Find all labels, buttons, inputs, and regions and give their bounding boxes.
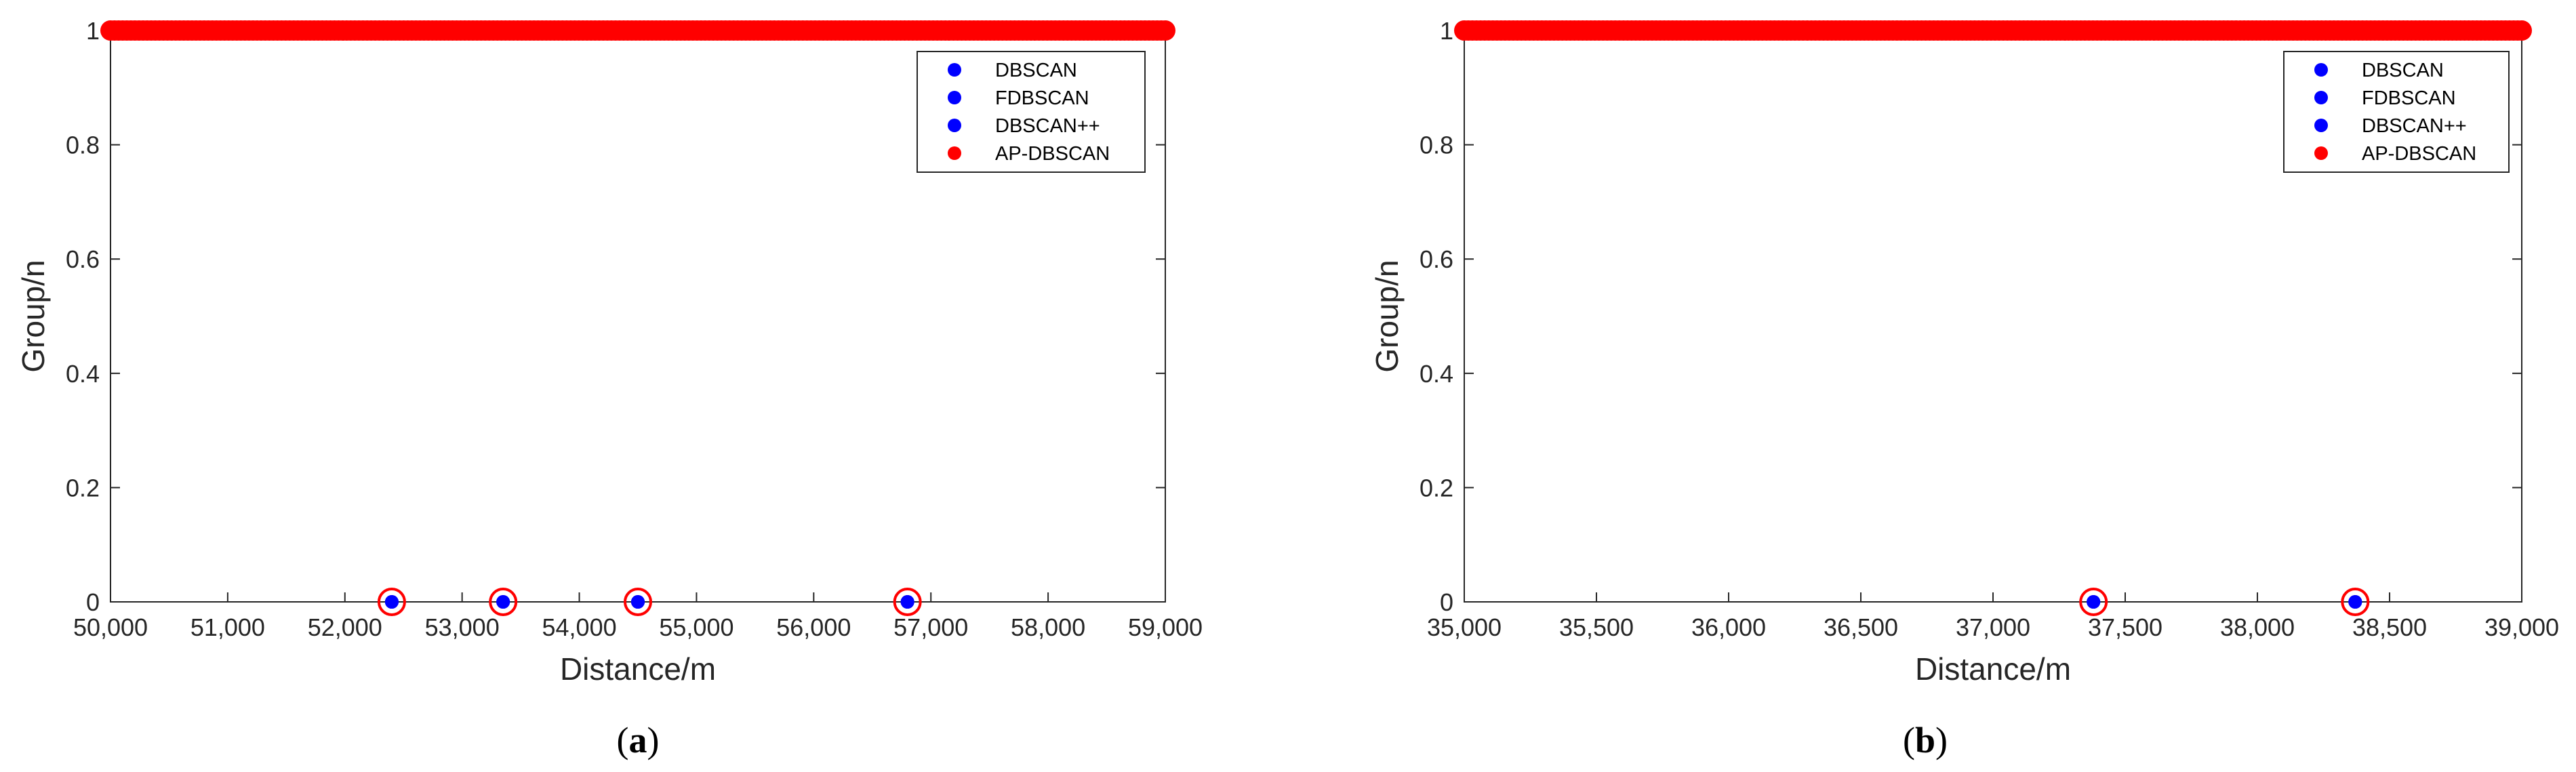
y-tick-label: 1	[1440, 17, 1453, 45]
data-point-ap-dbscan	[2341, 588, 2370, 616]
x-tick-label: 35,000	[1427, 613, 1502, 641]
x-tick-label: 38,500	[2352, 613, 2427, 641]
legend: DBSCAN FDBSCAN DBSCAN++ AP-DBSCAN	[2283, 51, 2510, 173]
data-point-dbscanpppp	[384, 595, 399, 609]
data-point-ap-dbscan	[2512, 20, 2532, 41]
legend-label: AP-DBSCAN	[995, 143, 1110, 165]
x-tick-label: 59,000	[1128, 613, 1203, 641]
data-point-ap-dbscan	[893, 588, 922, 616]
x-tick-label: 58,000	[1011, 613, 1085, 641]
panel-b: 35,000 35,500 36,000 36,500 37,000 37,500 38,0…	[1369, 17, 2559, 760]
legend-marker	[2314, 119, 2328, 132]
x-tick-label: 38,000	[2220, 613, 2295, 641]
x-tick-label: 37,500	[2088, 613, 2162, 641]
x-tick-label: 36,000	[1691, 613, 1766, 641]
x-tick-label: 52,000	[308, 613, 382, 641]
data-point-dbscanpppp	[900, 595, 914, 609]
legend-marker	[948, 91, 961, 104]
y-tick-label: 0	[1440, 588, 1453, 616]
legend-marker	[948, 146, 961, 160]
y-tick-label: 0.2	[66, 474, 100, 502]
data-point-ap-dbscan	[377, 588, 406, 616]
legend-label: FDBSCAN	[995, 87, 1089, 109]
y-tick-label: 0	[86, 588, 100, 616]
data-point-ap-dbscan	[1155, 20, 1175, 41]
data-point-dbscanpppp	[2348, 595, 2362, 609]
x-tick-label: 39,000	[2484, 613, 2559, 641]
y-axis-label: Group/n	[16, 260, 51, 372]
x-tick-label: 55,000	[659, 613, 733, 641]
legend-label: DBSCAN++	[2362, 115, 2467, 137]
data-point-dbscanpppp	[2087, 595, 2101, 609]
data-point-dbscanpppp	[631, 595, 645, 609]
legend-label: AP-DBSCAN	[2362, 143, 2476, 165]
legend-label: DBSCAN	[2362, 60, 2444, 81]
legend-marker	[948, 119, 961, 132]
panel-caption: (b)	[1903, 720, 1948, 760]
x-tick-label: 35,500	[1559, 613, 1634, 641]
y-tick-label: 1	[86, 17, 100, 45]
x-tick-label: 54,000	[542, 613, 617, 641]
legend-label: DBSCAN	[995, 60, 1077, 81]
panel-a: 50,000 51,000 52,000 53,000 54,000 55,000 56,0…	[16, 17, 1203, 760]
legend-marker	[2314, 91, 2328, 104]
y-tick-label: 0.8	[66, 131, 100, 159]
legend-label: FDBSCAN	[2362, 87, 2456, 109]
legend: DBSCAN FDBSCAN DBSCAN++ AP-DBSCAN	[917, 51, 1146, 173]
y-tick-label: 0.4	[66, 360, 100, 388]
x-tick-label: 57,000	[893, 613, 968, 641]
x-tick-label: 56,000	[776, 613, 851, 641]
y-tick-label: 0.8	[1420, 131, 1453, 159]
data-point-ap-dbscan	[2079, 588, 2108, 616]
y-tick-label: 0.6	[66, 245, 100, 273]
data-point-ap-dbscan	[624, 588, 652, 616]
x-tick-label: 36,500	[1824, 613, 1898, 641]
y-tick-label: 0.2	[1420, 474, 1453, 502]
x-tick-label: 53,000	[425, 613, 500, 641]
legend-marker	[948, 63, 961, 77]
x-axis-label: Distance/m	[560, 651, 716, 687]
legend-marker	[2314, 146, 2328, 160]
panel-caption: (a)	[617, 720, 660, 760]
x-axis-label: Distance/m	[1915, 651, 2071, 687]
x-tick-label: 37,000	[1956, 613, 2030, 641]
legend-label: DBSCAN++	[995, 115, 1100, 137]
y-tick-label: 0.6	[1420, 245, 1453, 273]
data-point-ap-dbscan	[489, 588, 518, 616]
y-axis-label: Group/n	[1369, 260, 1405, 372]
data-point-dbscanpppp	[496, 595, 510, 609]
x-tick-label: 50,000	[73, 613, 148, 641]
legend-marker	[2314, 63, 2328, 77]
y-tick-label: 0.4	[1420, 360, 1453, 388]
x-tick-label: 51,000	[190, 613, 265, 641]
